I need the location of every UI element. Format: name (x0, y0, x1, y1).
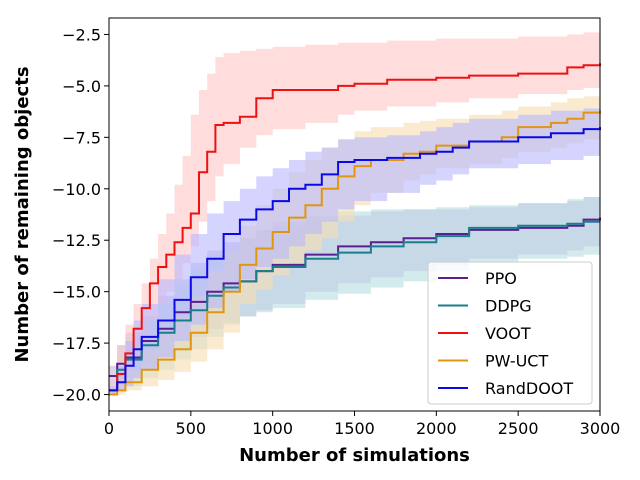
x-tick-label: 1500 (334, 419, 375, 438)
y-tick-label: −20.0 (52, 386, 101, 405)
x-tick-label: 1000 (252, 419, 293, 438)
legend-label-ddpg: DDPG (485, 297, 532, 316)
legend-label-randdoot: RandDOOT (485, 379, 573, 398)
y-tick-label: −7.5 (62, 128, 101, 147)
x-axis-label: Number of simulations (239, 445, 470, 466)
x-axis-ticks: 0 500 1000 1500 2000 2500 3000 (104, 411, 620, 438)
x-tick-label: 2500 (498, 419, 539, 438)
legend-label-voot: VOOT (485, 324, 531, 343)
line-voot (109, 63, 601, 392)
legend-box (427, 261, 593, 405)
y-tick-label: −10.0 (52, 180, 101, 199)
band-pw-uct (109, 92, 600, 395)
line-ddpg (109, 220, 600, 392)
x-tick-label: 3000 (580, 419, 621, 438)
x-tick-label: 500 (176, 419, 207, 438)
y-axis-label: Number of remaining objects (12, 66, 33, 362)
x-tick-label: 2000 (416, 419, 457, 438)
y-tick-label: −12.5 (52, 231, 101, 250)
y-tick-label: −5.0 (62, 77, 101, 96)
line-randdoot (109, 127, 601, 392)
y-tick-label: −17.5 (52, 334, 101, 353)
legend-label-ppo: PPO (485, 269, 517, 288)
x-tick-label: 0 (104, 419, 114, 438)
y-axis-ticks: −20.0 −17.5 −15.0 −12.5 −10.0 −7.5 −5.0 −2.5 (52, 25, 109, 405)
legend-label-pw-uct: PW-UCT (485, 352, 548, 371)
band-ddpg (109, 195, 600, 395)
y-tick-label: −2.5 (62, 25, 101, 44)
legend: PPO DDPG VOOT PW-UCT RandDOOT (427, 261, 593, 405)
y-tick-label: −15.0 (52, 283, 101, 302)
series-lines (109, 63, 601, 396)
